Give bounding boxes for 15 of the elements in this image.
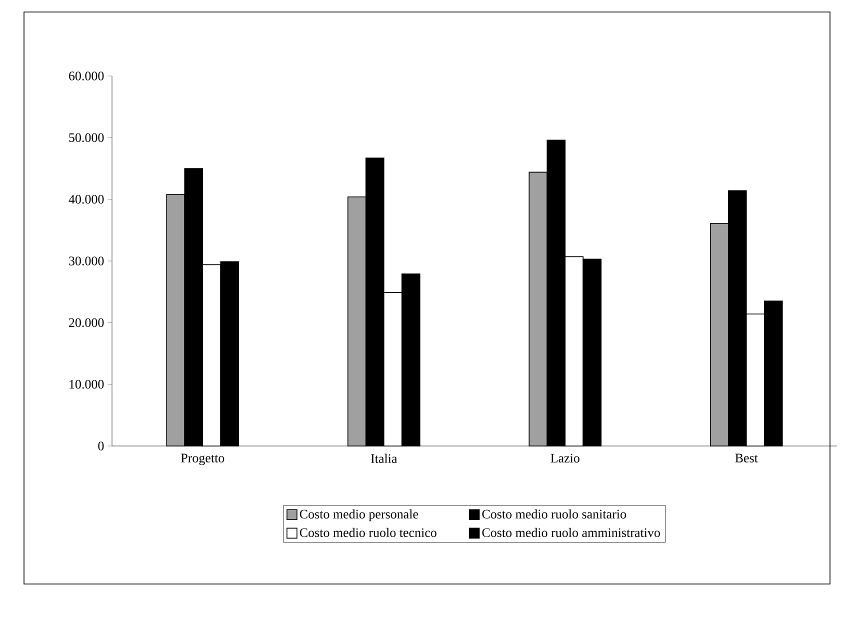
legend-label: Costo medio ruolo sanitario [482,509,626,519]
legend-label: Costo medio ruolo tecnico [300,528,436,538]
y-tick-label: 30.000 [69,256,104,266]
legend-label: Costo medio ruolo amministrativo [482,528,660,538]
y-tick-label: 50.000 [69,133,104,142]
x-tick-label: Progetto [180,454,224,466]
x-tick-label: Best [735,454,758,462]
y-tick-label: 0 [98,442,104,450]
x-tick-label: Lazio [550,454,580,463]
y-tick-label: 60.000 [69,72,104,80]
legend-label: Costo medio personale [300,509,418,522]
y-tick-label: 40.000 [68,194,104,204]
y-tick-label: 20.000 [69,318,104,328]
y-tick-label: 10.000 [70,380,104,389]
x-tick-label: Italia [371,454,398,463]
